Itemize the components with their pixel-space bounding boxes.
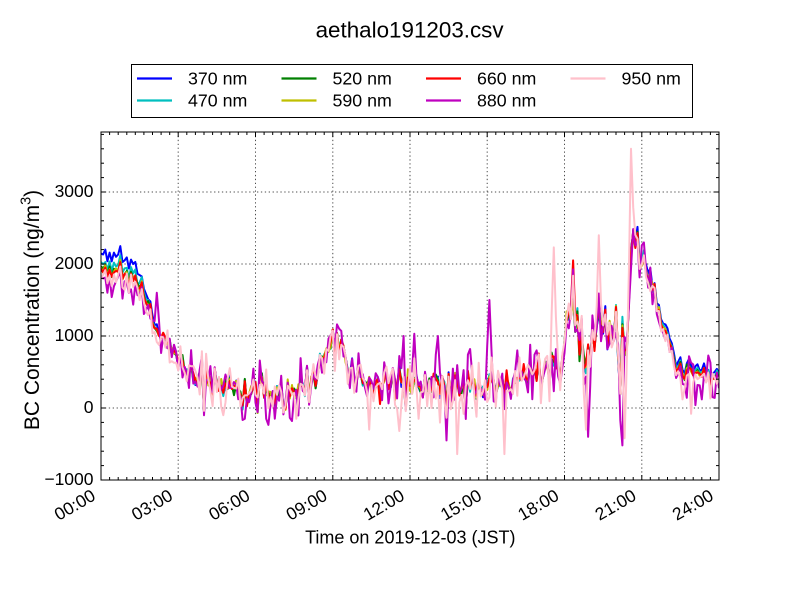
svg-text:BC Concentration (ng/m3): BC Concentration (ng/m3) xyxy=(19,190,45,430)
svg-text:590 nm: 590 nm xyxy=(333,90,392,110)
svg-text:470 nm: 470 nm xyxy=(188,90,247,110)
svg-text:3000: 3000 xyxy=(55,181,94,201)
svg-text:1000: 1000 xyxy=(55,325,94,345)
svg-text:Time on 2019-12-03 (JST): Time on 2019-12-03 (JST) xyxy=(305,528,515,548)
svg-text:370 nm: 370 nm xyxy=(188,68,247,88)
svg-text:aethalo191203.csv: aethalo191203.csv xyxy=(316,18,505,43)
svg-text:660 nm: 660 nm xyxy=(477,68,536,88)
svg-text:950 nm: 950 nm xyxy=(622,68,681,88)
svg-text:0: 0 xyxy=(84,397,94,417)
svg-text:2000: 2000 xyxy=(55,253,94,273)
svg-text:−1000: −1000 xyxy=(44,469,93,489)
svg-text:880 nm: 880 nm xyxy=(477,90,536,110)
svg-text:520 nm: 520 nm xyxy=(333,68,392,88)
